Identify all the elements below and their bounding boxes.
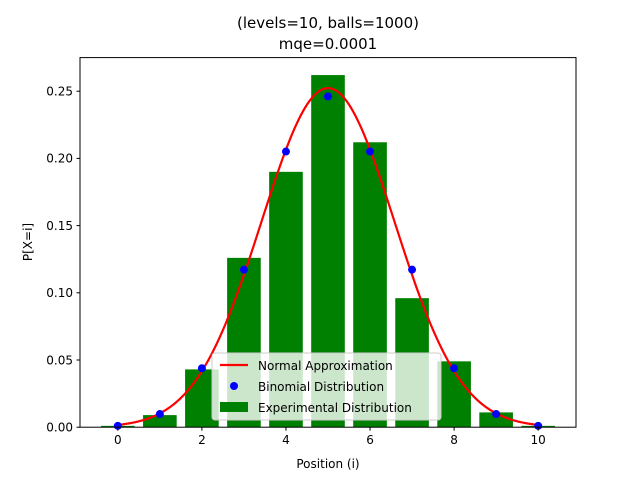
- x-tick-label: 10: [531, 433, 546, 447]
- plot-frame: [79, 57, 577, 428]
- legend-patch-swatch: [220, 402, 248, 412]
- binomial-point-4: [281, 147, 290, 156]
- legend-marker-swatch: [230, 382, 238, 390]
- chart-title-line-2: mqe=0.0001: [279, 35, 377, 53]
- x-tick-label: 2: [198, 433, 206, 447]
- legend-label-binomial: Binomial Distribution: [258, 380, 384, 394]
- binomial-point-6: [366, 147, 375, 156]
- y-tick-label: 0.05: [46, 353, 73, 367]
- binomial-point-0: [113, 421, 122, 430]
- y-tick-label: 0.15: [46, 219, 73, 233]
- y-tick-label: 0.10: [46, 286, 73, 300]
- binomial-point-3: [239, 265, 248, 274]
- legend: Normal Approximation Binomial Distributi…: [211, 352, 442, 421]
- legend-label-normal: Normal Approximation: [258, 359, 393, 373]
- binomial-point-1: [155, 410, 164, 419]
- chart-title-line-1: (levels=10, balls=1000): [237, 14, 419, 32]
- binomial-point-5: [324, 92, 332, 101]
- legend-label-experimental: Experimental Distribution: [258, 401, 412, 415]
- x-tick-label: 6: [366, 433, 374, 447]
- normal-approximation-line: [117, 86, 539, 427]
- y-axis-ticks: 0.00 0.05 0.10 0.15 0.20 0.25: [46, 85, 80, 435]
- legend-frame: [211, 352, 442, 421]
- y-tick-label: 0.20: [46, 152, 73, 166]
- binomial-point-9: [492, 410, 501, 419]
- binomial-point-10: [534, 421, 543, 430]
- binomial-points-group: [113, 92, 543, 430]
- x-axis-label: Position (i): [296, 457, 359, 471]
- binomial-point-2: [197, 364, 206, 373]
- x-tick-label: 8: [450, 433, 458, 447]
- y-tick-label: 0.25: [46, 85, 73, 99]
- y-axis-label: P[X=i]: [21, 223, 35, 261]
- x-axis-ticks: 0 2 4 6 8 10: [114, 427, 546, 447]
- x-tick-label: 4: [282, 433, 290, 447]
- normal-curve-group: [117, 86, 539, 427]
- chart-title: (levels=10, balls=1000) mqe=0.0001: [237, 14, 419, 53]
- x-tick-label: 0: [114, 433, 122, 447]
- binomial-point-8: [450, 364, 459, 373]
- binomial-point-7: [408, 265, 417, 274]
- y-tick-label: 0.00: [46, 421, 73, 435]
